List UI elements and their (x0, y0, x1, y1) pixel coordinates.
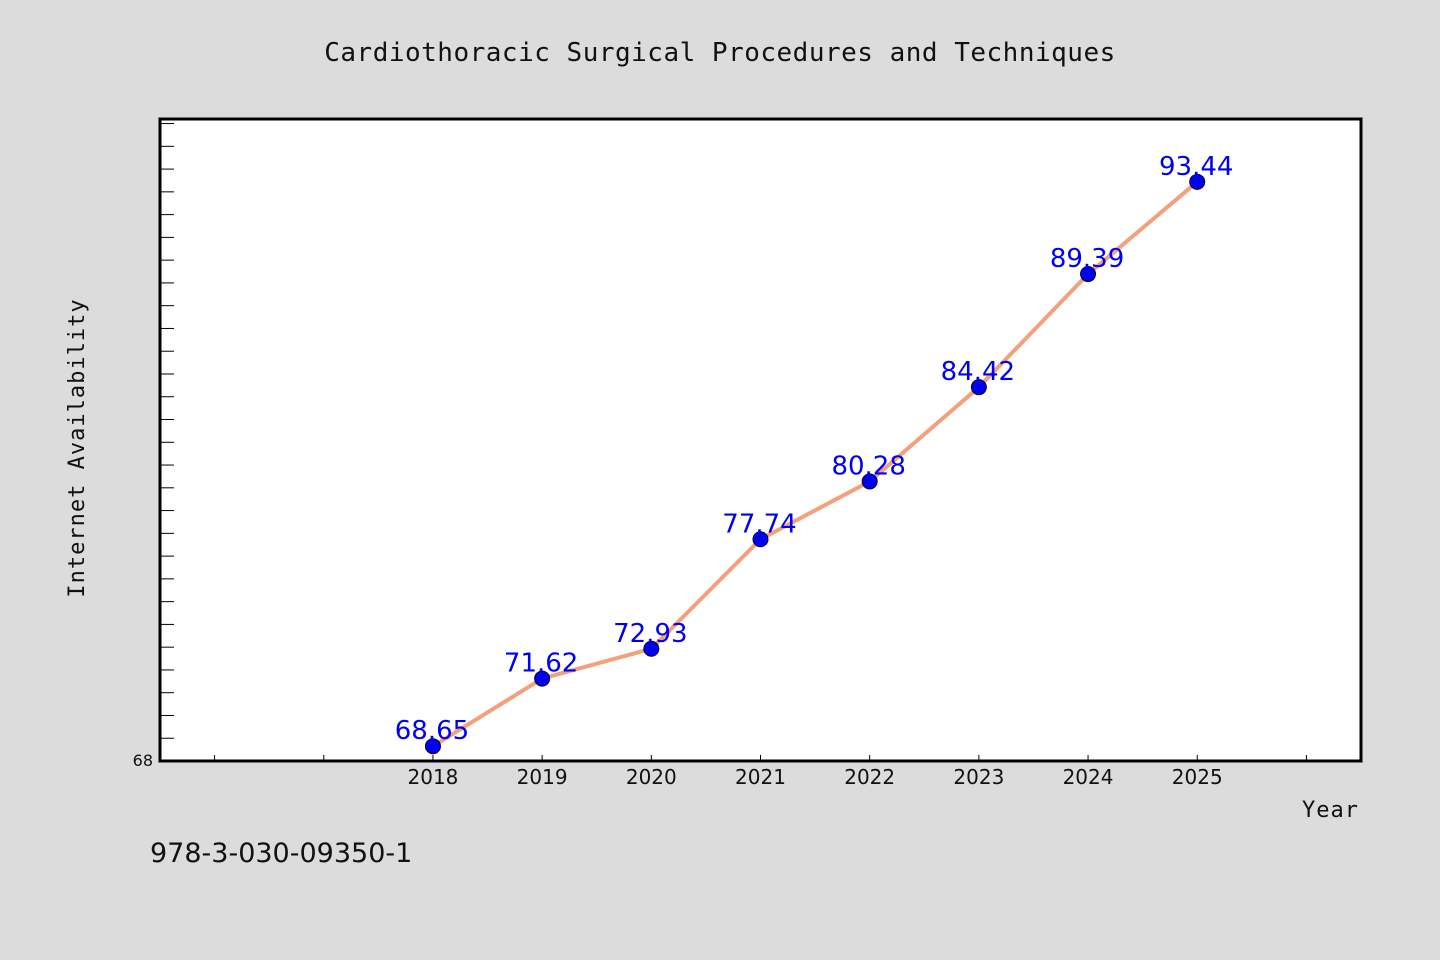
data-label: 77.74 (722, 509, 796, 539)
data-label: 93.44 (1159, 152, 1233, 182)
y-axis-label: Internet Availability (65, 298, 90, 597)
data-point (1189, 173, 1206, 190)
series-markers (424, 173, 1206, 755)
data-point (643, 640, 660, 657)
x-axis-tick-labels: 2018 2019 2020 2021 2022 2023 2024 2025 (408, 765, 1223, 789)
x-tick-label: 2022 (844, 765, 895, 789)
data-labels: 68.65 71.62 72.93 77.74 80.28 84.42 89.39 93.44 (395, 152, 1234, 746)
x-tick-label: 2021 (735, 765, 786, 789)
x-axis-ticks (214, 755, 1307, 761)
isbn-text: 978-3-030-09350-1 (150, 838, 412, 869)
data-label: 68.65 (395, 716, 469, 746)
series-line (431, 180, 1199, 748)
x-tick-label: 2025 (1172, 765, 1223, 789)
y-axis-ticks (160, 123, 174, 739)
x-axis-label: Year (1302, 798, 1359, 823)
data-label: 72.93 (613, 619, 687, 649)
x-tick-label: 2019 (517, 765, 568, 789)
data-point (861, 473, 878, 490)
plot-area (158, 117, 1363, 763)
data-label: 80.28 (831, 451, 905, 481)
data-point (752, 531, 769, 548)
x-tick-label: 2023 (953, 765, 1004, 789)
data-point (1080, 266, 1097, 283)
data-label: 84.42 (941, 357, 1015, 387)
data-label: 71.62 (504, 649, 578, 679)
data-point (424, 738, 441, 755)
chart-title: Cardiothoracic Surgical Procedures and T… (324, 38, 1116, 68)
x-tick-label: 2024 (1063, 765, 1114, 789)
x-tick-label: 2018 (408, 765, 459, 789)
data-point (970, 379, 987, 396)
y-axis-min-label: 68 (133, 751, 153, 770)
data-label: 89.39 (1050, 244, 1124, 274)
data-point (534, 670, 551, 687)
x-tick-label: 2020 (626, 765, 677, 789)
